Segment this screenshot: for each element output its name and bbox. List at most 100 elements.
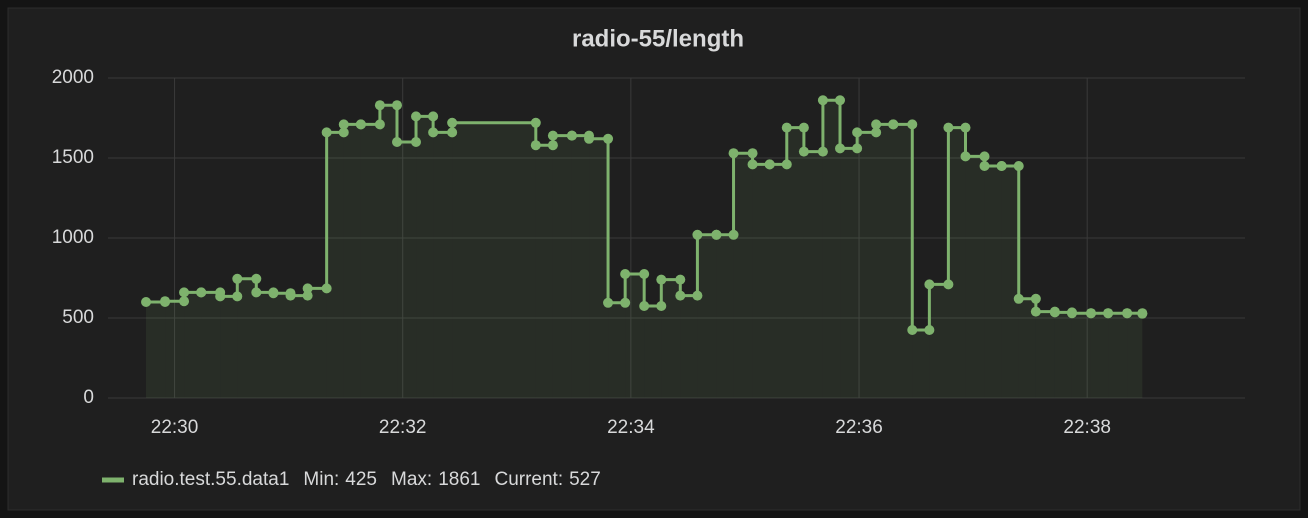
point-step-end (603, 133, 614, 144)
point (1122, 308, 1133, 319)
area-fill (803, 151, 823, 398)
point (232, 273, 243, 284)
area-fill (769, 164, 787, 398)
legend-stat-value: 527 (569, 469, 601, 490)
point-step-end (692, 290, 703, 301)
area-fill (307, 288, 327, 398)
area-fill (1054, 312, 1072, 398)
point (960, 151, 971, 162)
x-tick-label: 22:32 (379, 417, 427, 438)
area-fill (237, 278, 257, 398)
point (268, 288, 279, 299)
area-fill (571, 135, 590, 398)
point (675, 290, 686, 301)
area-fill (256, 292, 274, 398)
point-step-end (907, 119, 918, 130)
legend-stat-label: Current: (494, 469, 563, 490)
point (160, 296, 171, 307)
point-step-end (321, 283, 332, 294)
point-step-end (428, 111, 439, 122)
point (639, 301, 650, 311)
point-step-end (1013, 161, 1024, 171)
area-fill (929, 284, 949, 398)
point (392, 137, 403, 147)
point (1137, 308, 1148, 319)
point (1013, 293, 1024, 304)
point (1066, 308, 1077, 319)
point (1085, 308, 1096, 319)
x-tick-label: 22:38 (1063, 417, 1111, 438)
y-tick-label: 1500 (52, 147, 94, 168)
point (692, 229, 703, 240)
point (996, 161, 1007, 171)
point-step-end (656, 301, 667, 311)
area-fill (326, 132, 344, 398)
area-fill (433, 132, 453, 398)
y-tick-label: 0 (83, 387, 94, 408)
y-tick-label: 2000 (52, 67, 94, 88)
area-fill (1001, 166, 1019, 398)
point-step-end (392, 100, 403, 111)
point-step-end (620, 297, 631, 308)
area-fill (201, 292, 221, 398)
area-fill (893, 124, 913, 399)
point (285, 290, 296, 301)
point-step-end (530, 117, 541, 128)
legend-stat-label: Min: (303, 469, 339, 490)
point (907, 325, 918, 335)
area-fill (146, 302, 166, 398)
area-fill (290, 295, 308, 398)
point (747, 159, 758, 170)
point (1049, 307, 1060, 318)
point-step-end (1030, 293, 1041, 304)
point (530, 140, 541, 151)
point (251, 287, 262, 298)
area-fill (752, 164, 770, 398)
area-fill (184, 292, 202, 398)
area-fill (608, 302, 626, 398)
point (447, 117, 458, 128)
point (835, 143, 846, 154)
point (943, 122, 954, 133)
point-step-end (232, 291, 243, 302)
point-step-end (943, 279, 954, 290)
area-fill (1090, 313, 1109, 398)
point (979, 161, 990, 171)
area-fill (220, 296, 238, 398)
point-step-end (639, 269, 650, 279)
area-fill (984, 166, 1002, 398)
legend-stat-value: 425 (345, 469, 377, 490)
point-step-end (374, 119, 385, 130)
area-fill (552, 135, 572, 398)
point-step-end (871, 127, 882, 138)
point-step-end (338, 127, 349, 138)
point (1103, 308, 1114, 319)
point (321, 127, 332, 138)
point (711, 229, 722, 240)
area-fill (416, 116, 434, 399)
area-fill (535, 145, 553, 398)
x-tick-label: 22:30 (151, 417, 199, 438)
point (817, 95, 828, 106)
area-fill (716, 234, 734, 398)
point-step-end (251, 273, 262, 284)
area-fill (912, 330, 930, 398)
area-fill (379, 105, 398, 398)
point (411, 111, 422, 122)
point (566, 130, 577, 141)
point (1030, 306, 1041, 317)
point-step-end (798, 122, 809, 133)
area-fill (273, 293, 291, 398)
area-fill (857, 132, 877, 398)
area-fill (589, 138, 609, 399)
area-fill (680, 295, 698, 398)
area-fill (840, 148, 858, 398)
point (374, 100, 385, 111)
point (428, 127, 439, 138)
area-fill (1127, 313, 1143, 398)
point (302, 283, 313, 294)
point-step-end (960, 122, 971, 133)
point (888, 119, 899, 130)
point (620, 269, 631, 279)
